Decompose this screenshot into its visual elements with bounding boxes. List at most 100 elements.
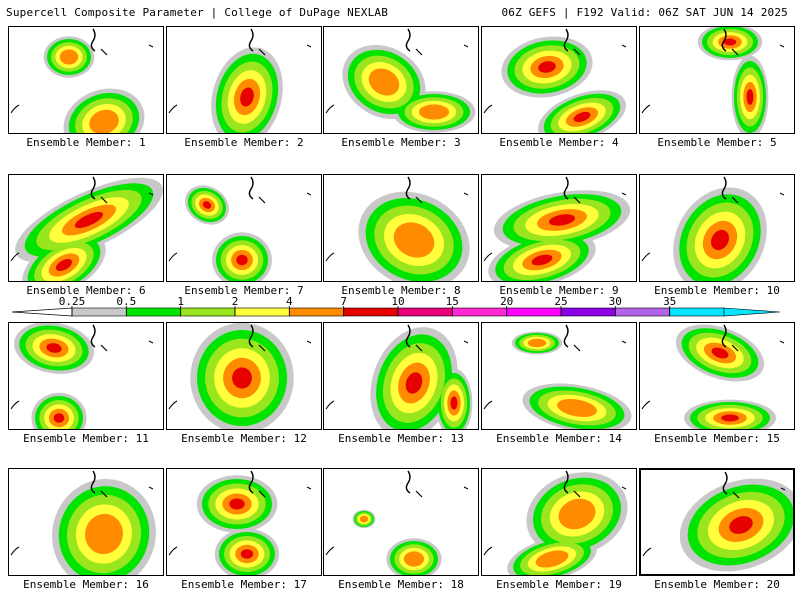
island-shoreline — [306, 486, 312, 490]
scp-contour-band — [74, 211, 104, 229]
member-caption: Ensemble Member: 6 — [26, 284, 146, 297]
ensemble-member-panel[interactable]: Ensemble Member: 1 — [8, 26, 164, 149]
ensemble-member-panel[interactable]: Ensemble Member: 6 — [8, 174, 164, 297]
ensemble-member-panel[interactable]: Ensemble Member: 12 — [166, 322, 322, 445]
coast-fragment — [483, 104, 493, 114]
scp-contour-band — [548, 214, 576, 226]
lake-shoreline — [563, 470, 569, 494]
ensemble-member-panel[interactable]: Ensemble Member: 13 — [323, 322, 479, 445]
member-caption: Ensemble Member: 19 — [496, 578, 622, 591]
scp-map — [642, 471, 793, 572]
member-caption: Ensemble Member: 18 — [338, 578, 464, 591]
island-shoreline — [779, 44, 785, 48]
coast-fragment — [483, 546, 493, 556]
scp-contour-band — [531, 254, 553, 266]
island-shoreline — [779, 192, 785, 196]
scp-contour-band — [359, 515, 369, 523]
ensemble-member-panel[interactable]: Ensemble Member: 11 — [8, 322, 164, 445]
member-caption: Ensemble Member: 3 — [341, 136, 461, 149]
coast-fragment — [483, 400, 493, 410]
scp-map — [325, 470, 469, 575]
scp-map — [10, 176, 163, 281]
lake-shoreline — [248, 28, 254, 52]
colorbar-swatch — [451, 307, 507, 317]
coast-fragment — [168, 400, 178, 410]
ensemble-member-panel[interactable]: Ensemble Member: 20 — [639, 468, 795, 591]
coast-fragment — [325, 104, 335, 114]
bay-shoreline — [415, 344, 423, 352]
scp-map — [168, 323, 312, 429]
scp-contour-band — [46, 343, 62, 353]
scp-contour-band — [393, 222, 435, 258]
member-caption: Ensemble Member: 5 — [657, 136, 777, 149]
colorbar-graphic: 0.25 0.5 1 2 4 7 10 15 20 25 30 35 — [12, 296, 781, 317]
scp-contour-band — [535, 550, 569, 568]
bay-shoreline — [100, 196, 108, 204]
map-frame — [481, 468, 637, 576]
scp-contour-band — [729, 516, 753, 534]
scp-contour-band — [403, 551, 425, 567]
scp-contour-band — [240, 549, 254, 559]
lake-shoreline — [722, 471, 728, 495]
ensemble-member-panel[interactable]: Ensemble Member: 7 — [166, 174, 322, 297]
bay-shoreline — [258, 344, 266, 352]
ensemble-member-panel[interactable]: Ensemble Member: 19 — [481, 468, 637, 591]
coast-fragment — [10, 104, 20, 114]
coast-fragment — [10, 252, 20, 262]
lake-shoreline — [563, 324, 569, 348]
map-frame — [639, 26, 795, 134]
map-frame — [166, 322, 322, 430]
scp-contour-band — [89, 109, 119, 133]
coast-fragment — [641, 252, 651, 262]
lake-shoreline — [405, 28, 411, 52]
colorbar-tick-label: 1 — [177, 296, 184, 308]
bay-shoreline — [415, 490, 423, 498]
colorbar-tick-label: 0.25 — [59, 296, 86, 308]
member-caption: Ensemble Member: 13 — [338, 432, 464, 445]
island-shoreline — [148, 192, 154, 196]
ensemble-member-panel[interactable]: Ensemble Member: 15 — [639, 322, 795, 445]
map-frame — [639, 322, 795, 430]
ensemble-member-panel[interactable]: Ensemble Member: 2 — [166, 26, 322, 149]
colorbar-swatch — [614, 307, 670, 317]
colorbar: 0.25 0.5 1 2 4 7 10 15 20 25 30 35 — [12, 296, 788, 320]
bay-shoreline — [258, 48, 266, 56]
ensemble-member-panel[interactable]: Ensemble Member: 10 — [639, 174, 795, 297]
scp-map — [483, 324, 632, 429]
lake-shoreline — [405, 324, 411, 348]
colorbar-swatch — [560, 307, 616, 317]
scp-contour-band — [240, 87, 254, 107]
scp-contour-band — [202, 201, 212, 209]
ensemble-member-panel[interactable]: Ensemble Member: 18 — [323, 468, 479, 591]
bay-shoreline — [100, 344, 108, 352]
ensemble-member-panel[interactable]: Ensemble Member: 9 — [481, 174, 637, 297]
map-frame — [166, 26, 322, 134]
coast-fragment — [325, 252, 335, 262]
ensemble-member-panel[interactable]: Ensemble Member: 16 — [8, 468, 164, 591]
island-shoreline — [463, 340, 469, 344]
colorbar-swatch — [234, 307, 290, 317]
lake-shoreline — [405, 470, 411, 494]
lake-shoreline — [721, 176, 727, 200]
lake-shoreline — [248, 324, 254, 348]
scp-map — [641, 176, 785, 281]
map-frame — [323, 174, 479, 282]
ensemble-member-panel[interactable]: Ensemble Member: 14 — [481, 322, 637, 445]
ensemble-member-panel[interactable]: Ensemble Member: 3 — [323, 26, 479, 149]
lake-shoreline — [721, 28, 727, 52]
lake-shoreline — [721, 324, 727, 348]
header: Supercell Composite Parameter | College … — [0, 0, 800, 22]
ensemble-member-panel[interactable]: Ensemble Member: 5 — [639, 26, 795, 149]
ensemble-member-panel[interactable]: Ensemble Member: 17 — [166, 468, 322, 591]
colorbar-swatch — [397, 307, 453, 317]
island-shoreline — [621, 44, 627, 48]
ensemble-member-panel[interactable]: Ensemble Member: 8 — [323, 174, 479, 297]
scp-map — [10, 323, 154, 429]
member-caption: Ensemble Member: 8 — [341, 284, 461, 297]
island-shoreline — [306, 44, 312, 48]
ensemble-member-panel[interactable]: Ensemble Member: 4 — [481, 26, 637, 149]
lake-shoreline — [90, 28, 96, 52]
scp-contour-band — [418, 104, 450, 120]
member-caption: Ensemble Member: 16 — [23, 578, 149, 591]
scp-contour-band — [368, 68, 400, 96]
